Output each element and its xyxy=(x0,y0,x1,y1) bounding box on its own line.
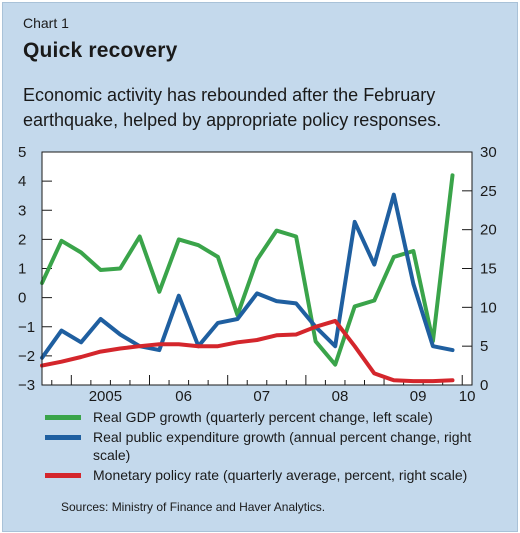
legend-item-gdp: Real GDP growth (quarterly percent chang… xyxy=(45,408,505,426)
legend-swatch-policy-rate xyxy=(45,473,81,478)
chart-title: Quick recovery xyxy=(23,39,178,62)
legend-label-gdp: Real GDP growth (quarterly percent chang… xyxy=(93,409,433,425)
right-axis-tick-label: 15 xyxy=(480,261,497,278)
right-axis-tick-label: 20 xyxy=(480,222,497,239)
chart-subtitle: Economic activity has rebounded after th… xyxy=(23,85,442,130)
legend-item-policy-rate: Monetary policy rate (quarterly average,… xyxy=(45,466,505,484)
legend-swatch-gdp xyxy=(45,415,81,420)
legend-label-expenditure: Real public expenditure growth (annual p… xyxy=(93,429,472,463)
source-note: Sources: Ministry of Finance and Haver A… xyxy=(61,500,326,514)
x-axis-tick-label: 08 xyxy=(332,388,349,405)
right-axis-tick-label: 5 xyxy=(480,338,488,355)
x-axis-tick-label: 09 xyxy=(410,388,427,405)
x-axis-tick-label: 07 xyxy=(253,388,270,405)
x-axis-tick-label: 2005 xyxy=(89,388,122,405)
legend-label-policy-rate: Monetary policy rate (quarterly average,… xyxy=(93,467,468,483)
right-axis-tick-label: 10 xyxy=(480,299,497,316)
left-axis-tick-label: 5 xyxy=(18,144,26,161)
left-axis-tick-label: 0 xyxy=(18,290,26,307)
series-line-gdp xyxy=(40,173,455,367)
plot-frame xyxy=(41,151,473,386)
left-axis-tick-label: 4 xyxy=(18,173,26,190)
chart-number: Chart 1 xyxy=(23,15,69,31)
right-axis-tick-label: 0 xyxy=(480,377,488,394)
legend: Real GDP growth (quarterly percent chang… xyxy=(45,408,505,486)
left-axis-tick-label: −2 xyxy=(18,348,35,365)
left-axis-tick-label: 2 xyxy=(18,231,26,248)
legend-swatch-expenditure xyxy=(45,435,81,440)
legend-item-expenditure: Real public expenditure growth (annual p… xyxy=(45,428,505,464)
series-line-policy-rate xyxy=(40,318,455,384)
x-axis-tick-label: 06 xyxy=(175,388,192,405)
left-axis-tick-label: 1 xyxy=(18,261,26,278)
left-axis-tick-label: −1 xyxy=(18,319,35,336)
left-axis-tick-label: 3 xyxy=(18,202,26,219)
left-axis-tick-label: −3 xyxy=(18,377,35,394)
x-axis-tick-label: 10 xyxy=(459,388,476,405)
series-line-expenditure xyxy=(40,192,455,360)
right-axis-tick-label: 25 xyxy=(480,183,497,200)
right-axis-tick-label: 30 xyxy=(480,144,497,161)
